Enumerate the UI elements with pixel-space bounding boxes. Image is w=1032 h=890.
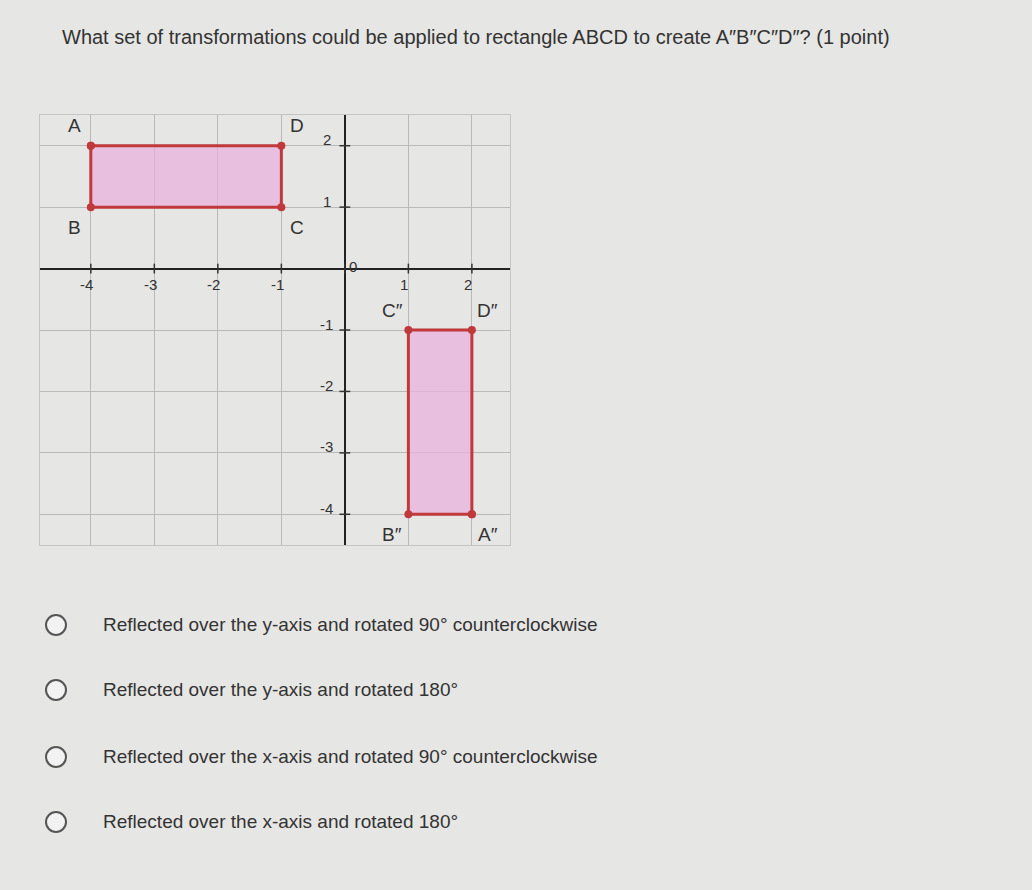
html-text:What set of transformations co: What set of transformations could be app… (62, 26, 890, 48)
svg-text:2: 2 (464, 276, 472, 293)
html-text:Reflected over the y-axis and: Reflected over the y-axis and rotated 90… (103, 614, 598, 635)
html-text:Reflected over the y-axis and: Reflected over the y-axis and rotated 18… (103, 679, 459, 700)
svg-text:-3: -3 (320, 438, 333, 455)
svg-text:-1: -1 (271, 276, 284, 293)
svg-text:2: 2 (323, 131, 331, 148)
svg-text:-1: -1 (320, 316, 333, 333)
svg-text:-3: -3 (144, 276, 157, 293)
svg-text:-2: -2 (207, 276, 220, 293)
svg-text:1: 1 (323, 193, 331, 210)
svg-text:B″: B″ (382, 524, 402, 545)
svg-text:C″: C″ (382, 300, 403, 321)
svg-text:A: A (68, 115, 81, 136)
svg-text:0: 0 (349, 258, 357, 275)
svg-text:-2: -2 (320, 377, 333, 394)
svg-text:D″: D″ (477, 300, 498, 321)
svg-text:-4: -4 (80, 276, 93, 293)
svg-text:A″: A″ (478, 524, 498, 545)
svg-text:1: 1 (400, 276, 408, 293)
html-text:Reflected over the x-axis and: Reflected over the x-axis and rotated 18… (103, 811, 459, 832)
svg-text:B: B (68, 217, 81, 238)
html-text:Reflected over the x-axis and: Reflected over the x-axis and rotated 90… (103, 746, 598, 767)
svg-text:C: C (290, 217, 304, 238)
svg-text:-4: -4 (320, 500, 333, 517)
svg-text:D: D (290, 115, 304, 136)
